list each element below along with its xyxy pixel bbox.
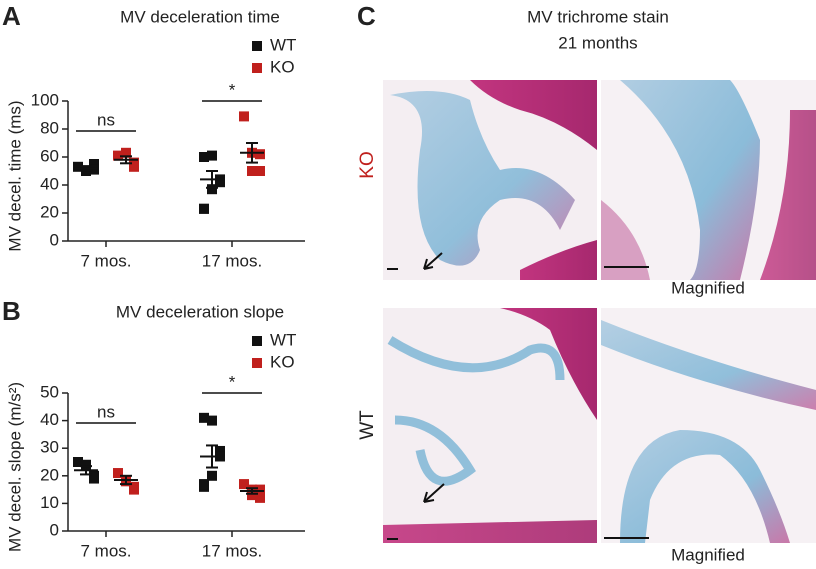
data-point [215,445,225,456]
y-tick-label: 0 [50,230,59,249]
data-point [239,479,249,490]
y-tick-label: 20 [40,465,59,484]
y-tick-label: 0 [50,520,59,539]
data-point [73,161,83,172]
chart-title: MV deceleration slope [116,302,284,321]
legend-swatch [252,63,262,73]
data-point [89,159,99,169]
data-point [207,150,217,161]
significance-label: * [229,80,236,99]
data-point [73,457,83,467]
significance-label: * [229,372,236,391]
data-point [199,479,209,490]
micrographs [383,80,816,543]
y-tick-label: 60 [40,146,59,165]
y-axis-label: MV decel. time (ms) [5,100,24,251]
data-point [199,152,209,162]
caption: Magnified [671,545,745,564]
legend-label: KO [270,352,295,371]
y-axis-label: MV decel. slope (m/s²) [5,382,24,552]
panel-letter: B [2,296,21,326]
data-point [113,468,123,479]
data-point [129,484,139,495]
legend-label: WT [270,35,296,54]
data-point [255,484,265,495]
panel-letter: C [357,1,376,31]
row-label: KO [357,151,378,178]
panel-letter: A [2,1,21,31]
x-tick-label: 7 mos. [80,251,131,270]
data-point [247,166,257,176]
data-point [121,147,131,158]
x-tick-label: 7 mos. [80,541,131,560]
panel-title: MV trichrome stain [527,7,669,26]
data-point [247,490,257,501]
data-point [207,184,217,195]
data-point [255,166,265,176]
legend-swatch [252,358,262,368]
data-point [207,415,217,426]
legend-swatch [252,41,262,51]
x-tick-label: 17 mos. [202,541,262,560]
data-point [239,111,249,122]
y-tick-label: 80 [40,118,59,137]
y-tick-label: 20 [40,202,59,221]
y-tick-label: 30 [40,438,59,457]
y-tick-label: 50 [40,382,59,401]
data-point [255,149,265,160]
data-point [255,492,265,503]
data-point [215,177,225,188]
legend-label: WT [270,330,296,349]
data-point [129,157,139,168]
data-point [81,459,91,470]
legend-swatch [252,336,262,346]
significance-label: ns [97,110,115,129]
data-point [89,473,99,484]
panel-subtitle: 21 months [558,33,637,52]
row-label: WT [357,410,378,440]
y-tick-label: 40 [40,174,59,193]
x-tick-label: 17 mos. [202,251,262,270]
chart-title: MV deceleration time [120,7,280,26]
y-tick-label: 40 [40,410,59,429]
data-point [199,203,209,214]
data-point [89,164,99,175]
y-tick-label: 10 [40,493,59,512]
data-point [207,470,217,481]
caption: Magnified [671,278,745,297]
legend-label: KO [270,57,295,76]
data-point [113,150,123,161]
y-tick-label: 100 [31,90,59,109]
significance-label: ns [97,402,115,421]
data-point [199,412,209,423]
